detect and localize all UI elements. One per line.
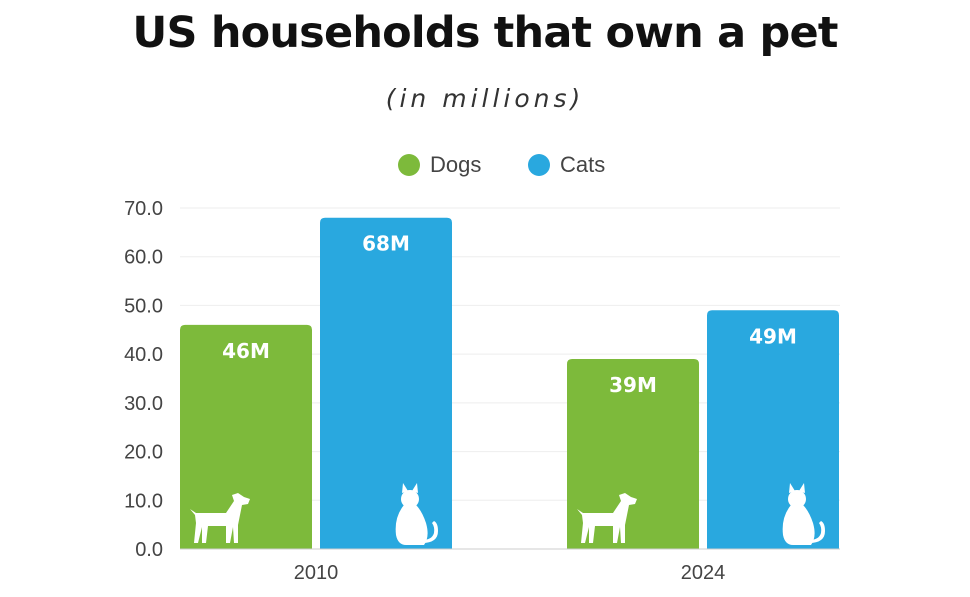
x-tick-label-2024: 2024 [681, 562, 726, 584]
legend-item-cats: Cats [528, 150, 605, 180]
data-label-cats-2024: 49M [749, 324, 797, 348]
y-tick-label: 0.0 [135, 539, 163, 561]
y-tick-label: 40.0 [124, 344, 163, 366]
data-label-dogs-2010: 46M [222, 339, 270, 363]
legend-label-cats: Cats [560, 152, 606, 177]
cat-icon [782, 483, 825, 545]
y-tick-label: 70.0 [124, 198, 163, 220]
bar-cats-2024 [707, 310, 839, 549]
bar-cats-2010 [320, 217, 452, 549]
data-label-dogs-2024: 39M [609, 373, 657, 397]
legend-swatch-dogs [398, 154, 420, 176]
bars: 46M 68M 39M 49M [180, 217, 839, 549]
legend: Dogs Cats [0, 150, 970, 180]
legend-label-dogs: Dogs [430, 152, 482, 177]
x-axis-ticks: 2010 2024 [294, 562, 726, 584]
dog-icon [190, 493, 250, 543]
cat-icon [395, 483, 438, 545]
chart-subtitle: (in millions) [385, 84, 585, 113]
y-tick-label: 50.0 [124, 295, 163, 317]
y-axis-ticks: 0.0 10.0 20.0 30.0 40.0 50.0 60.0 70.0 [124, 198, 163, 561]
y-tick-label: 60.0 [124, 247, 163, 269]
legend-item-dogs: Dogs [398, 150, 481, 180]
bar-dogs-2010 [180, 324, 312, 549]
chart-title: US households that own a pet [132, 8, 838, 58]
bar-dogs-2024 [567, 359, 699, 549]
legend-swatch-cats [528, 154, 550, 176]
x-tick-label-2010: 2010 [294, 562, 339, 584]
y-tick-label: 20.0 [124, 442, 163, 464]
y-tick-label: 10.0 [124, 490, 163, 512]
dog-icon [577, 493, 637, 543]
y-tick-label: 30.0 [124, 393, 163, 415]
data-label-cats-2010: 68M [362, 232, 410, 256]
